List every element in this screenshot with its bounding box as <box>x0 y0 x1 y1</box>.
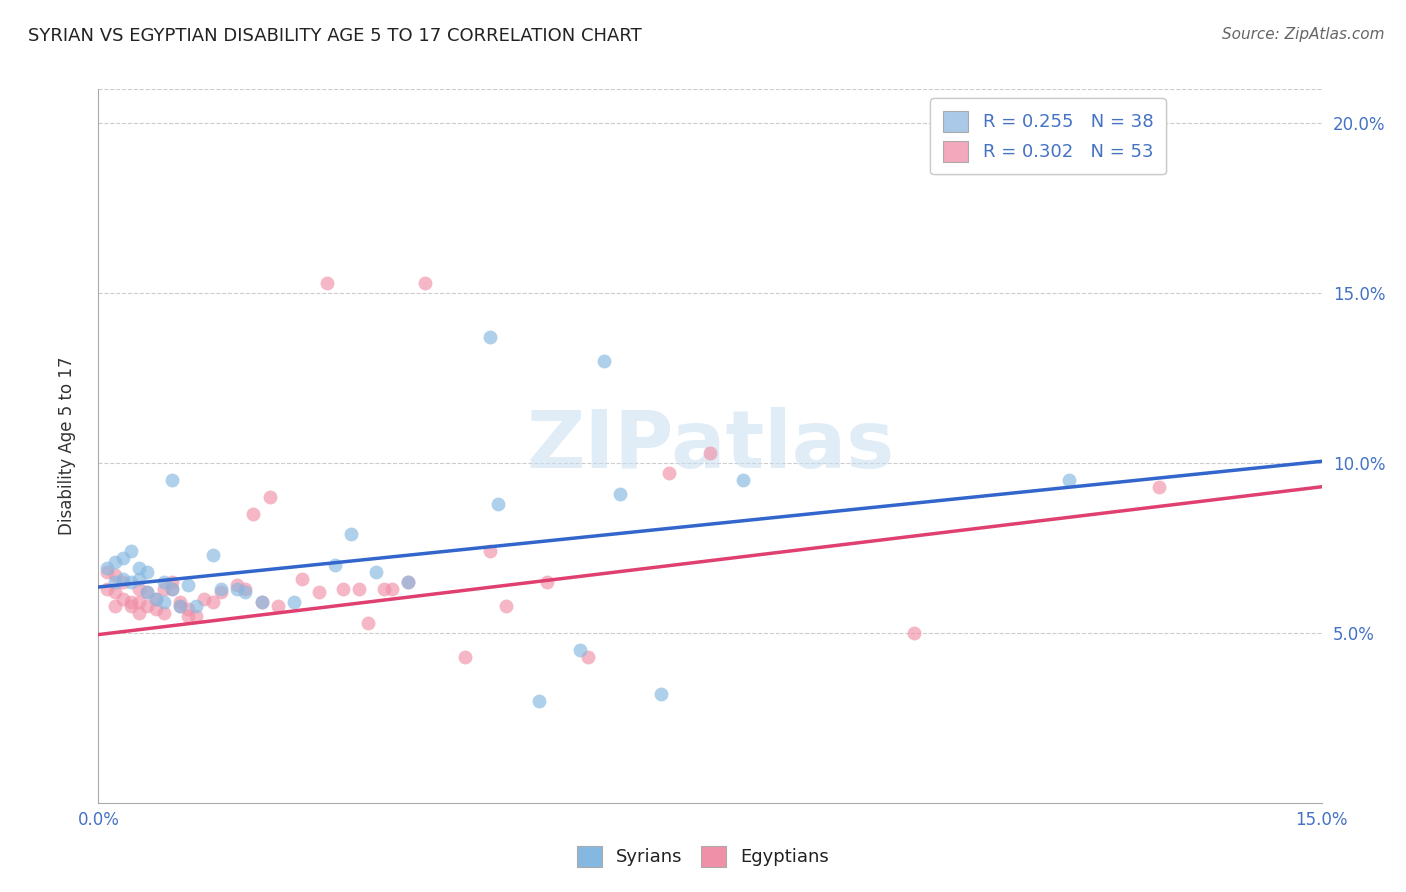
Legend: Syrians, Egyptians: Syrians, Egyptians <box>569 838 837 874</box>
Text: Source: ZipAtlas.com: Source: ZipAtlas.com <box>1222 27 1385 42</box>
Legend: R = 0.255   N = 38, R = 0.302   N = 53: R = 0.255 N = 38, R = 0.302 N = 53 <box>931 98 1166 174</box>
Text: SYRIAN VS EGYPTIAN DISABILITY AGE 5 TO 17 CORRELATION CHART: SYRIAN VS EGYPTIAN DISABILITY AGE 5 TO 1… <box>28 27 643 45</box>
Text: ZIPatlas: ZIPatlas <box>526 407 894 485</box>
Y-axis label: Disability Age 5 to 17: Disability Age 5 to 17 <box>58 357 76 535</box>
